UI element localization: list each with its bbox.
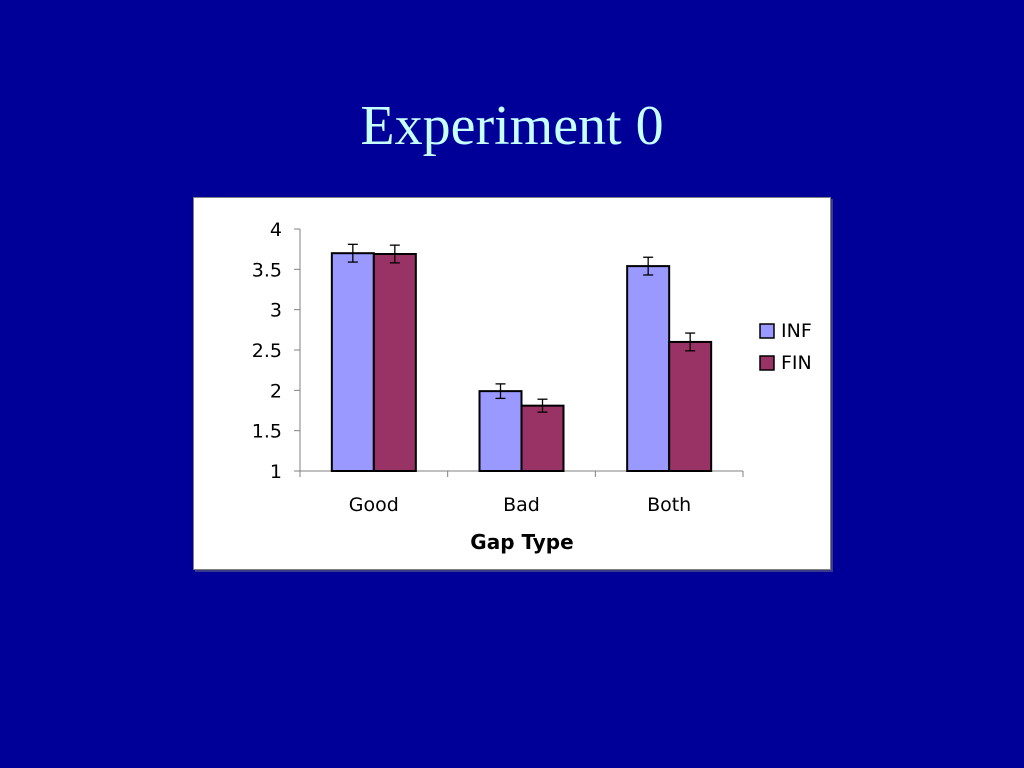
x-axis-label: Gap Type <box>470 530 573 554</box>
chart-area: 1 1.5 2 2.5 3 3.5 4 Good Bad Both Gap Type INF FI… <box>193 197 831 570</box>
legend-swatch <box>759 355 775 371</box>
y-tick-label: 1 <box>270 461 282 483</box>
legend: INF FIN <box>759 320 812 374</box>
bar-inf <box>478 390 523 472</box>
bar-fin <box>372 253 417 472</box>
y-tick-label: 4 <box>270 219 282 241</box>
legend-swatch <box>759 323 775 339</box>
x-tick-label: Good <box>349 494 399 516</box>
legend-label: FIN <box>781 352 812 374</box>
y-tick-label: 3 <box>270 300 282 322</box>
legend-label: INF <box>781 320 812 342</box>
bar-inf <box>626 265 671 472</box>
x-tick-label: Both <box>647 494 691 516</box>
y-tick-label: 2 <box>270 380 282 402</box>
y-tick-label: 2.5 <box>252 340 282 362</box>
y-axis: 1 1.5 2 2.5 3 3.5 4 <box>252 219 301 483</box>
bar-fin <box>668 340 713 472</box>
y-tick-label: 1.5 <box>252 421 282 443</box>
bar-inf <box>330 252 375 473</box>
error-bars <box>347 243 696 413</box>
bar-chart: 1 1.5 2 2.5 3 3.5 4 Good Bad Both Gap Type INF FI… <box>252 219 812 554</box>
y-tick-label: 3.5 <box>252 259 282 281</box>
x-axis: Good Bad Both <box>299 470 744 516</box>
slide-title: Experiment 0 <box>360 95 664 157</box>
x-tick-label: Bad <box>503 494 540 516</box>
bar-fin <box>520 404 565 472</box>
bars <box>330 252 713 473</box>
